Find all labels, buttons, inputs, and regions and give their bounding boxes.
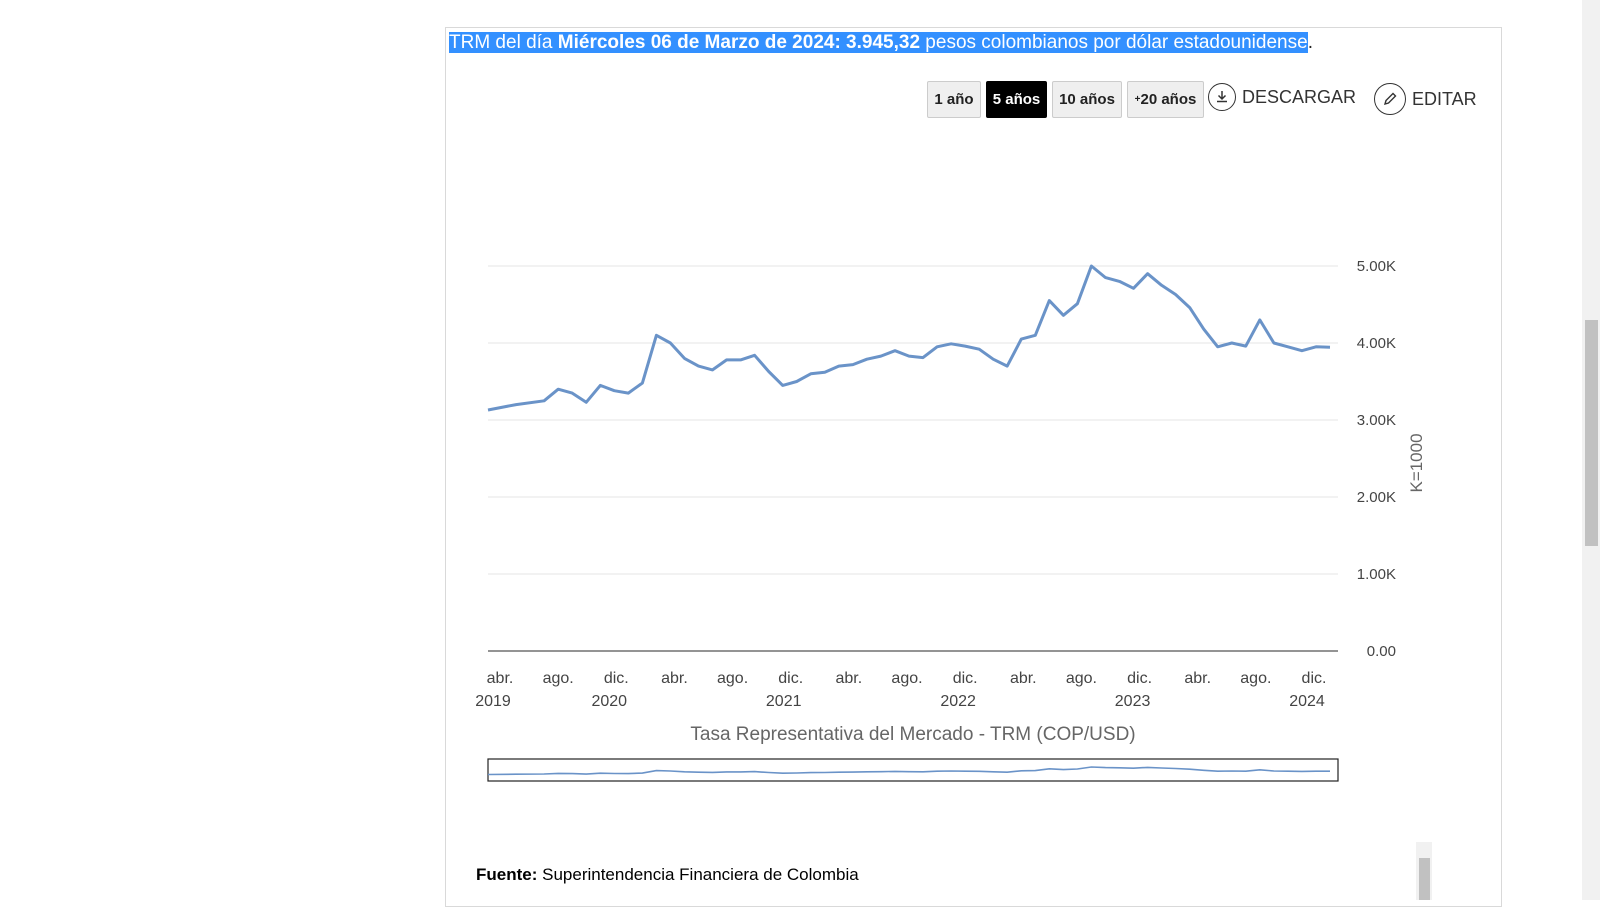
y-tick-label: 4.00K	[1357, 335, 1396, 352]
series-line	[488, 266, 1330, 410]
y-tick-label: 0.00	[1367, 643, 1396, 660]
x-tick-year: 2023	[1115, 693, 1151, 710]
x-tick-month: dic.	[1127, 670, 1152, 687]
inner-scrollbar-thumb[interactable]	[1419, 858, 1430, 900]
page-scrollbar-thumb[interactable]	[1585, 320, 1598, 546]
x-tick-month: abr.	[836, 670, 863, 687]
y-tick-label: 1.00K	[1357, 566, 1396, 583]
x-tick-month: ago.	[1240, 670, 1271, 687]
y-tick-label: 2.00K	[1357, 489, 1396, 506]
x-tick-month: dic.	[1302, 670, 1327, 687]
x-tick-month: abr.	[661, 670, 688, 687]
x-tick-month: abr.	[1184, 670, 1211, 687]
x-tick-year: 2020	[591, 693, 627, 710]
x-tick-year: 2022	[940, 693, 976, 710]
source-value: Superintendencia Financiera de Colombia	[537, 865, 858, 884]
x-tick-month: ago.	[543, 670, 574, 687]
x-tick-year: 2021	[766, 693, 802, 710]
x-tick-month: dic.	[604, 670, 629, 687]
y-tick-label: 5.00K	[1357, 258, 1396, 275]
x-tick-year: 2019	[475, 693, 511, 710]
x-tick-month: ago.	[717, 670, 748, 687]
x-axis-title: Tasa Representativa del Mercado - TRM (C…	[690, 724, 1135, 745]
source-note: Fuente: Superintendencia Financiera de C…	[476, 865, 859, 885]
y-tick-label: 3.00K	[1357, 412, 1396, 429]
x-tick-month: abr.	[1010, 670, 1037, 687]
x-tick-month: ago.	[1066, 670, 1097, 687]
y-axis-label: K=1000	[1407, 433, 1426, 492]
x-tick-year: 2024	[1289, 693, 1325, 710]
x-tick-month: ago.	[891, 670, 922, 687]
navigator-line	[488, 767, 1330, 775]
x-tick-month: dic.	[953, 670, 978, 687]
source-label: Fuente:	[476, 865, 537, 884]
x-tick-month: abr.	[487, 670, 514, 687]
x-tick-month: dic.	[778, 670, 803, 687]
